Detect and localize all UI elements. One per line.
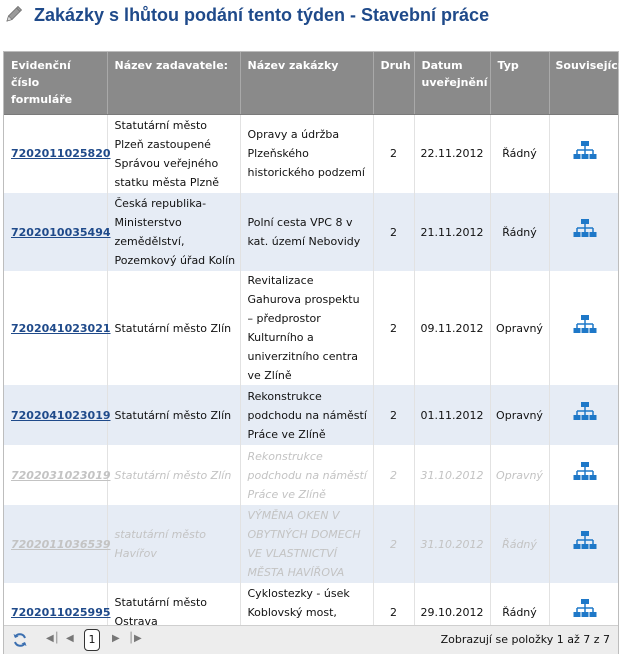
cell-nazev: Revitalizace Gahurova prospektu – předpr… (240, 271, 374, 385)
form-number-link[interactable]: 7202031023019 (11, 468, 111, 482)
cell-id: 7202010035494 (4, 193, 111, 271)
cell-druh: 2 (373, 385, 415, 445)
column-header-evidencni-cislo[interactable]: Evidenční číslo formuláře (4, 52, 108, 115)
form-number-link[interactable]: 7202011025995 (11, 605, 111, 619)
org-chart-icon[interactable] (573, 598, 597, 620)
refresh-icon[interactable] (12, 632, 28, 648)
org-chart-icon[interactable] (573, 314, 597, 336)
cell-related (549, 445, 618, 505)
cell-druh: 2 (373, 193, 415, 271)
table-row: 7202041023019 Statutární město Zlín Reko… (4, 385, 618, 445)
cell-zadavatel: Statutární město Zlín (107, 271, 241, 385)
cell-typ: Řádný (490, 505, 550, 583)
cell-nazev: Rekonstrukce podchodu na náměstí Práce v… (240, 385, 374, 445)
cell-typ: Opravný (490, 445, 550, 505)
cell-datum: 01.11.2012 (414, 385, 491, 445)
org-chart-icon[interactable] (573, 530, 597, 552)
pencil-icon (6, 5, 23, 22)
column-header-datum[interactable]: Datum uveřejnění (414, 52, 491, 115)
form-number-link[interactable]: 7202041023019 (11, 408, 111, 422)
cell-typ: Řádný (490, 114, 550, 193)
column-header-souvisejici[interactable]: Související (549, 52, 622, 115)
table-row: 7202011036539 statutární město Havířov V… (4, 505, 618, 583)
cell-related (549, 114, 618, 193)
table-row: 7202011025820 Statutární město Plzeň zas… (4, 114, 618, 193)
cell-typ: Opravný (490, 385, 550, 445)
pager-info: Zobrazují se položky 1 až 7 z 7 (440, 633, 610, 646)
cell-zadavatel: Česká republika-Ministerstvo zemědělství… (107, 193, 241, 271)
cell-datum: 31.10.2012 (414, 445, 491, 505)
last-page-button[interactable]: │▶ (128, 633, 142, 644)
results-grid: Evidenční číslo formuláře Název zadavate… (3, 51, 622, 654)
cell-id: 7202031023019 (4, 445, 111, 505)
org-chart-icon[interactable] (573, 461, 597, 483)
org-chart-icon[interactable] (573, 218, 597, 240)
cell-zadavatel: Statutární město Zlín (107, 445, 241, 505)
cell-druh: 2 (373, 271, 415, 385)
cell-related (549, 271, 618, 385)
cell-id: 7202011036539 (4, 505, 111, 583)
form-number-link[interactable]: 7202011036539 (11, 537, 111, 551)
next-page-button[interactable]: ▶ (112, 633, 120, 644)
table-row: 7202010035494 Česká republika-Ministerst… (4, 193, 618, 271)
form-number-link[interactable]: 7202010035494 (11, 225, 111, 239)
cell-zadavatel: Statutární město Plzeň zastoupené Správo… (107, 114, 241, 193)
column-header-druh[interactable]: Druh (373, 52, 415, 115)
cell-related (549, 193, 618, 271)
results-table: Evidenční číslo formuláře Název zadavate… (4, 52, 622, 641)
cell-typ: Opravný (490, 271, 550, 385)
cell-druh: 2 (373, 505, 415, 583)
cell-typ: Řádný (490, 193, 550, 271)
cell-zadavatel: Statutární město Zlín (107, 385, 241, 445)
cell-nazev: Rekonstrukce podchodu na náměstí Práce v… (240, 445, 374, 505)
page-title: Zakázky s lhůtou podání tento týden - St… (34, 5, 490, 25)
cell-datum: 09.11.2012 (414, 271, 491, 385)
current-page-number[interactable]: 1 (84, 629, 100, 651)
cell-druh: 2 (373, 445, 415, 505)
cell-id: 7202041023021 (4, 271, 111, 385)
org-chart-icon[interactable] (573, 140, 597, 162)
form-number-link[interactable]: 7202011025820 (11, 147, 111, 161)
form-number-link[interactable]: 7202041023021 (11, 321, 111, 335)
table-header-row: Evidenční číslo formuláře Název zadavate… (4, 52, 622, 115)
cell-zadavatel: statutární město Havířov (107, 505, 241, 583)
pager: ◀│ ◀ 1 ▶ │▶ Zobrazují se položky 1 až 7 … (4, 625, 618, 654)
cell-datum: 22.11.2012 (414, 114, 491, 193)
cell-related (549, 583, 618, 641)
cell-id: 7202041023019 (4, 385, 111, 445)
table-row: 7202041023021 Statutární město Zlín Revi… (4, 271, 618, 385)
cell-nazev: VÝMĚNA OKEN V OBYTNÝCH DOMECH VE VLASTNI… (240, 505, 374, 583)
cell-druh: 2 (373, 114, 415, 193)
column-header-typ[interactable]: Typ (490, 52, 550, 115)
cell-nazev: Opravy a údržba Plzeňského historického … (240, 114, 374, 193)
cell-related (549, 505, 618, 583)
table-row: 7202031023019 Statutární město Zlín Reko… (4, 445, 618, 505)
cell-id: 7202011025820 (4, 114, 111, 193)
cell-datum: 31.10.2012 (414, 505, 491, 583)
prev-page-button[interactable]: ◀ (66, 633, 74, 644)
column-header-zadavatel[interactable]: Název zadavatele: (107, 52, 241, 115)
cell-datum: 21.11.2012 (414, 193, 491, 271)
column-header-nazev-zakazky[interactable]: Název zakázky (240, 52, 374, 115)
cell-related (549, 385, 618, 445)
title-bar: Zakázky s lhůtou podání tento týden - St… (0, 0, 623, 36)
first-page-button[interactable]: ◀│ (46, 633, 60, 644)
cell-nazev: Polní cesta VPC 8 v kat. území Nebovidy (240, 193, 374, 271)
org-chart-icon[interactable] (573, 401, 597, 423)
